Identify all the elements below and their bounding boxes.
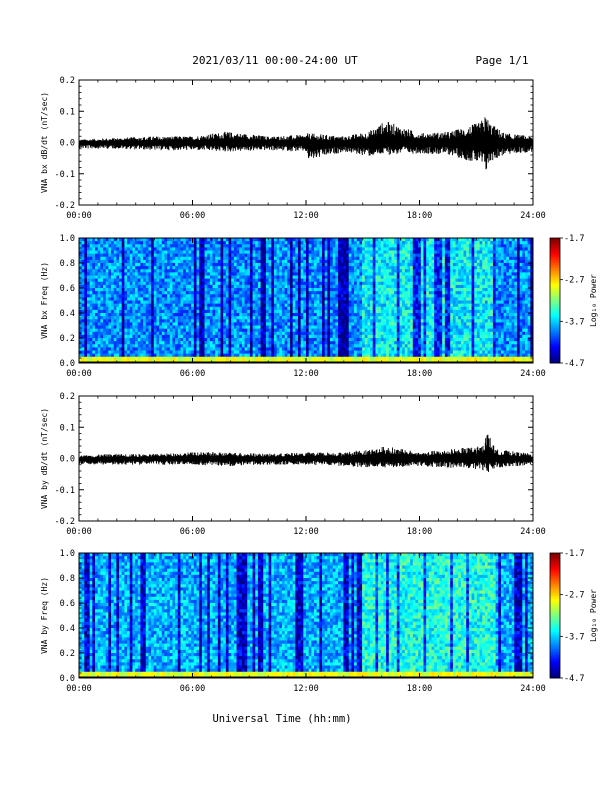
series-trace xyxy=(79,117,533,170)
y-tick-label: 0.8 xyxy=(60,259,75,269)
y-axis-label: VNA by dB/dt (nT/sec) xyxy=(40,408,49,509)
colorbar: -1.7 -2.7 -3.7 -4.7 Log₁₀ Power xyxy=(549,234,598,369)
x-tick-label: 12:00 xyxy=(293,211,319,221)
y-tick-label: -0.2 xyxy=(55,201,75,211)
figure-title: 2021/03/11 00:00-24:00 UT xyxy=(192,54,358,67)
x-axis-label: Universal Time (hh:mm) xyxy=(212,713,351,725)
y-tick-label: 0.0 xyxy=(60,674,75,684)
x-tick-label: 00:00 xyxy=(66,684,92,694)
x-tick-label: 00:00 xyxy=(66,527,92,537)
x-tick-label: 06:00 xyxy=(180,211,206,221)
x-tick-label: 18:00 xyxy=(407,684,433,694)
panel-2: 1.0 0.8 0.6 0.4 0.2 0.0 VNA bx Freq (Hz) 00:00 0… xyxy=(40,234,598,379)
y-tick-label: 0.4 xyxy=(60,624,75,634)
colorbar-tick-label: -3.7 xyxy=(564,632,584,642)
colorbar-frame xyxy=(549,237,561,364)
colorbar-label: Log₁₀ Power xyxy=(589,589,598,642)
x-tick-label: 24:00 xyxy=(520,684,546,694)
panels: 0.2 0.1 0.0 -0.1 -0.2 VNA bx dB/dt (nT/sec) 00… xyxy=(40,76,598,694)
y-tick-label: 0.2 xyxy=(60,76,75,86)
x-tick-label: 12:00 xyxy=(293,369,319,379)
y-tick-label: 1.0 xyxy=(60,234,75,244)
x-tick-label: 00:00 xyxy=(66,211,92,221)
heatmap-cells xyxy=(79,553,534,677)
y-tick-label: 0.8 xyxy=(60,574,75,584)
colorbar-tick-label: -4.7 xyxy=(564,359,584,369)
colorbar-tick-label: -4.7 xyxy=(564,674,584,684)
x-tick-label: 18:00 xyxy=(407,369,433,379)
colorbar-tick-label: -2.7 xyxy=(564,276,584,286)
y-tick-label: 0.6 xyxy=(60,599,75,609)
panel-1: 0.2 0.1 0.0 -0.1 -0.2 VNA bx dB/dt (nT/sec) 00… xyxy=(40,76,546,221)
y-tick-label: 0.1 xyxy=(60,423,75,433)
x-tick-label: 06:00 xyxy=(180,527,206,537)
y-tick-label: 0.0 xyxy=(60,455,75,465)
y-tick-label: 1.0 xyxy=(60,549,75,559)
y-axis-label: VNA by Freq (Hz) xyxy=(40,577,49,654)
y-axis-label: VNA bx dB/dt (nT/sec) xyxy=(40,92,49,193)
colorbar-frame xyxy=(549,552,561,679)
y-tick-label: 0.6 xyxy=(60,284,75,294)
panel-3: 0.2 0.1 0.0 -0.1 -0.2 VNA by dB/dt (nT/sec) 00… xyxy=(40,392,546,537)
colorbar-tick-label: -1.7 xyxy=(564,234,584,244)
x-tick-label: 18:00 xyxy=(407,211,433,221)
y-tick-label: 0.2 xyxy=(60,649,75,659)
x-tick-label: 18:00 xyxy=(407,527,433,537)
colorbar-tick-label: -3.7 xyxy=(564,317,584,327)
y-tick-label: 0.2 xyxy=(60,392,75,402)
x-tick-label: 24:00 xyxy=(520,211,546,221)
y-tick-label: 0.0 xyxy=(60,359,75,369)
y-tick-label: 0.1 xyxy=(60,107,75,117)
panel-4: 1.0 0.8 0.6 0.4 0.2 0.0 VNA by Freq (Hz) 00:00 0… xyxy=(40,549,598,694)
colorbar-tick-label: -2.7 xyxy=(564,591,584,601)
x-tick-label: 06:00 xyxy=(180,369,206,379)
y-tick-label: 0.0 xyxy=(60,139,75,149)
colorbar-tick-label: -1.7 xyxy=(564,549,584,559)
x-tick-label: 12:00 xyxy=(293,684,319,694)
x-tick-label: 00:00 xyxy=(66,369,92,379)
x-tick-label: 12:00 xyxy=(293,527,319,537)
series-trace xyxy=(79,434,533,472)
colorbar-label: Log₁₀ Power xyxy=(589,274,598,327)
y-tick-label: 0.4 xyxy=(60,309,75,319)
y-tick-label: -0.1 xyxy=(55,170,75,180)
y-axis-label: VNA bx Freq (Hz) xyxy=(40,262,49,339)
y-tick-label: -0.1 xyxy=(55,486,75,496)
x-tick-label: 24:00 xyxy=(520,369,546,379)
colorbar: -1.7 -2.7 -3.7 -4.7 Log₁₀ Power xyxy=(549,549,598,684)
page-label: Page 1/1 xyxy=(476,54,529,67)
y-tick-label: 0.2 xyxy=(60,334,75,344)
heatmap-cells xyxy=(79,238,534,362)
x-tick-label: 06:00 xyxy=(180,684,206,694)
y-tick-label: -0.2 xyxy=(55,517,75,527)
x-tick-label: 24:00 xyxy=(520,527,546,537)
